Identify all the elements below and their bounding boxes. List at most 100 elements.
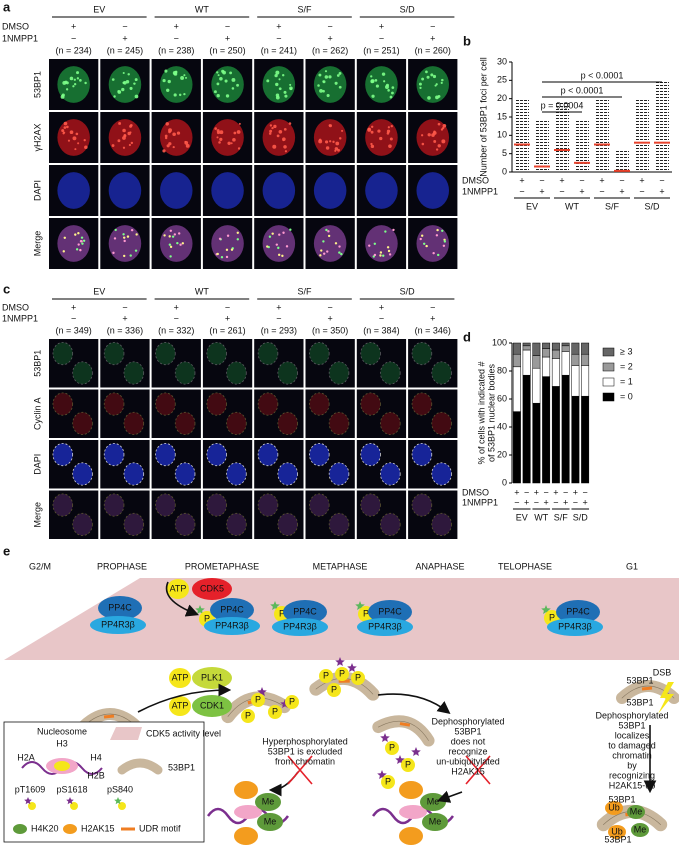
focus <box>334 147 339 151</box>
focus <box>174 70 178 74</box>
focus <box>224 79 228 83</box>
bar-segment <box>532 402 541 484</box>
focus <box>338 245 341 248</box>
focus <box>274 73 278 78</box>
group-label: EV <box>516 512 528 522</box>
focus <box>129 254 132 257</box>
focus <box>391 86 395 89</box>
molecule-label: P <box>549 612 555 622</box>
micrograph <box>254 490 304 539</box>
molecule-label: Me <box>634 824 647 834</box>
treatment-sign: − <box>534 497 539 507</box>
focus <box>329 140 332 143</box>
nucleus <box>57 225 90 262</box>
block <box>287 755 313 785</box>
focus <box>284 150 288 153</box>
treatment-sign: − <box>599 186 604 196</box>
legend-label: ≥ 3 <box>620 346 632 356</box>
nucleus <box>313 172 347 209</box>
focus <box>134 249 138 252</box>
nucleus <box>206 341 227 366</box>
nucleus <box>226 411 247 436</box>
nucleus <box>159 172 193 209</box>
row-label: Merge <box>32 502 42 528</box>
focus <box>168 142 172 146</box>
legend-swatch <box>602 362 615 372</box>
focus <box>180 76 185 80</box>
n-label: (n = 384) <box>363 325 399 335</box>
focus <box>75 248 79 251</box>
row-label: 53BP1 <box>32 71 42 98</box>
y-axis-label: of 53BP1 nuclear bodies <box>486 363 496 462</box>
bar-segment <box>542 342 551 349</box>
focus <box>183 92 186 96</box>
focus <box>123 134 127 138</box>
treatment-sign: + <box>659 186 664 196</box>
molecule-label: Me <box>427 796 440 806</box>
focus <box>385 83 389 87</box>
group-label: S/D <box>400 286 416 296</box>
molecule <box>192 578 232 600</box>
row-label: DAPI <box>32 180 42 201</box>
group-label: S/F <box>297 4 312 14</box>
row-label: DAPI <box>32 454 42 475</box>
focus <box>238 122 241 125</box>
phase-label: G2/M <box>29 561 51 571</box>
treatment-sign: + <box>276 21 281 31</box>
chromatin-label: 53BP1 <box>608 794 635 804</box>
phospho-star <box>335 657 345 666</box>
focus <box>164 69 168 73</box>
y-axis-label: Number of 53BP1 foci per cell <box>478 57 488 177</box>
molecule-label: P <box>389 742 395 752</box>
focus <box>441 139 446 144</box>
y-tick-label: 10 <box>497 130 507 140</box>
caption: Dephosphorylated <box>595 710 668 720</box>
focus <box>129 86 133 90</box>
y-tick-label: 0 <box>502 166 507 176</box>
treatment-sign: + <box>534 487 539 497</box>
nucleus <box>416 66 450 103</box>
p-value: p = 0.0004 <box>541 100 584 110</box>
focus <box>387 249 391 253</box>
panel-letter: b <box>463 33 471 48</box>
molecule <box>631 823 649 837</box>
focus <box>338 72 342 75</box>
molecule <box>272 618 328 636</box>
focus <box>381 72 386 76</box>
focus <box>72 136 77 141</box>
caption: to damaged <box>608 740 656 750</box>
focus <box>443 240 447 243</box>
legend-box <box>3 721 205 843</box>
treatment-sign: − <box>559 186 564 196</box>
focus <box>77 142 80 145</box>
udr <box>641 686 653 691</box>
focus <box>277 246 280 250</box>
panel-letter: e <box>3 543 10 558</box>
nucleus <box>416 225 450 262</box>
focus <box>72 85 75 88</box>
focus <box>167 79 171 84</box>
bar-segment <box>542 376 551 484</box>
focus <box>63 236 66 240</box>
focus <box>328 124 331 127</box>
nucleus <box>309 493 330 517</box>
treatment-sign: − <box>543 487 548 497</box>
focus <box>233 131 237 135</box>
focus <box>421 142 425 146</box>
nucleus <box>365 225 398 262</box>
treatment-sign: − <box>225 302 230 312</box>
focus <box>425 70 428 74</box>
focus <box>379 254 382 257</box>
legend-phospho <box>118 802 126 810</box>
nucleus <box>226 512 247 537</box>
focus <box>117 139 121 143</box>
focus <box>81 242 84 245</box>
molecule <box>192 695 232 717</box>
focus <box>432 74 437 79</box>
udr <box>338 679 350 683</box>
focus <box>176 241 179 245</box>
treatment-sign: + <box>599 175 604 185</box>
y-tick-label: 0 <box>502 477 507 487</box>
focus <box>425 244 428 248</box>
nucleus <box>411 341 433 366</box>
